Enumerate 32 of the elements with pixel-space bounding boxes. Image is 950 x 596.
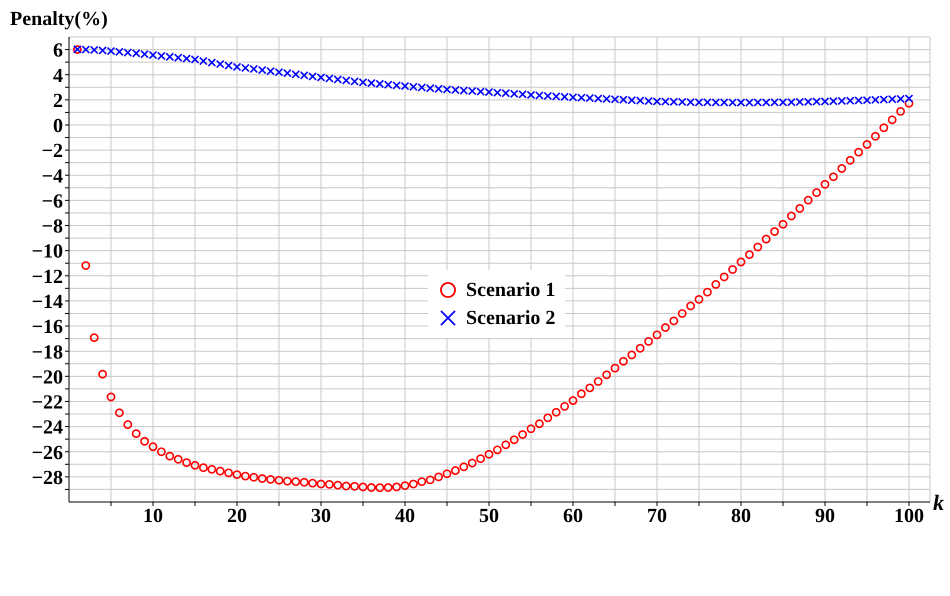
x-tick-label: 10 [143, 505, 163, 528]
y-tick-label: 4 [53, 64, 63, 87]
y-tick-label: −12 [32, 266, 63, 288]
y-tick-label: 0 [53, 115, 63, 138]
x-tick-label: 100 [894, 505, 924, 528]
y-tick-label: −26 [32, 442, 63, 464]
legend-label: Scenario 1 [466, 278, 556, 303]
x-tick-label: 90 [815, 505, 835, 528]
y-tick-label: −20 [32, 366, 63, 388]
x-tick-label: 50 [479, 505, 499, 528]
x-tick-label: 60 [563, 505, 583, 528]
legend-label: Scenario 2 [466, 306, 556, 331]
x-tick-label: 40 [395, 505, 415, 528]
y-axis-title: Penalty(%) [10, 8, 108, 30]
x-axis-title: k [933, 490, 944, 515]
x-tick-label: 20 [227, 505, 247, 528]
y-tick-label: −16 [32, 316, 63, 338]
y-tick-label: 6 [53, 40, 63, 62]
y-tick-label: −18 [32, 341, 63, 364]
x-tick-label: 30 [311, 505, 331, 528]
y-tick-label: −24 [32, 416, 63, 439]
y-tick-label: −14 [32, 291, 63, 314]
y-tick-label: −4 [42, 165, 63, 188]
y-tick-label: 2 [53, 90, 63, 112]
y-tick-label: −22 [32, 392, 63, 414]
y-tick-label: −10 [32, 240, 63, 263]
y-tick-label: −6 [42, 190, 63, 212]
y-tick-label: −2 [42, 140, 63, 162]
x-tick-label: 70 [647, 505, 667, 528]
y-tick-label: −28 [32, 466, 63, 489]
y-tick-label: −8 [42, 216, 63, 238]
x-tick-label: 80 [731, 505, 751, 528]
